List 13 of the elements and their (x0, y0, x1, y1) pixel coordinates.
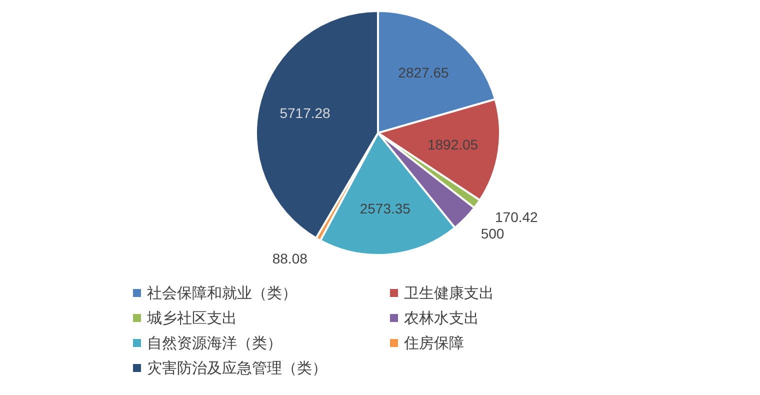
data-label: 5717.28 (280, 105, 331, 122)
data-label: 1892.05 (427, 136, 478, 152)
legend-label: 住房保障 (403, 335, 464, 352)
legend-label: 城乡社区支出 (146, 310, 237, 327)
data-label: 170.42 (495, 208, 538, 225)
legend-label: 社会保障和就业（类） (147, 285, 297, 302)
data-label: 88.08 (272, 250, 308, 266)
legend-label: 农林水支出 (404, 310, 479, 327)
legend-label: 灾害防治及应急管理（类） (147, 360, 327, 377)
legend-label: 自然资源海洋（类） (147, 335, 282, 352)
data-label: 500 (480, 226, 504, 242)
legend-label: 卫生健康支出 (404, 285, 494, 302)
data-label: 2827.65 (398, 64, 449, 81)
